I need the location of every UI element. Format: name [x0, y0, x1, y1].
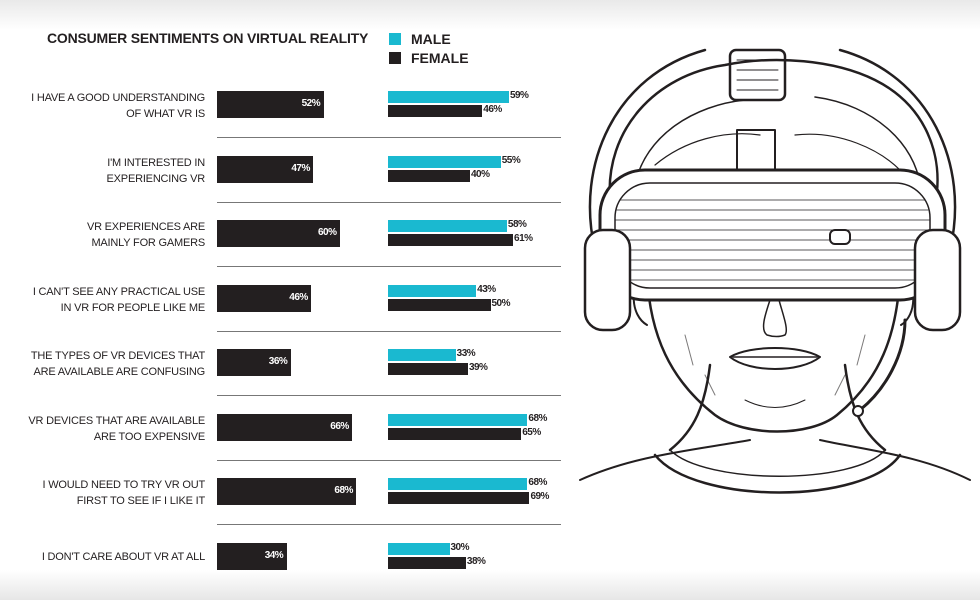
overall-bar	[217, 155, 314, 183]
overall-bar-label: 36%	[268, 356, 288, 367]
row-label: VR EXPERIENCES ARE MAINLY FOR GAMERS	[5, 219, 205, 251]
row-label-line: I HAVE A GOOD UNDERSTANDING	[31, 92, 205, 104]
overall-bar	[217, 478, 357, 505]
male-bar	[388, 413, 528, 426]
row-label-line: ARE TOO EXPENSIVE	[93, 430, 205, 443]
row-label-line: ARE AVAILABLE ARE CONFUSING	[33, 366, 206, 378]
row-label: I'M INTERESTED IN EXPERIENCING VR	[5, 155, 206, 187]
row-label-line: I WOULD NEED TO TRY VR OUT	[42, 479, 206, 491]
row-label: THE TYPES OF VR DEVICES THAT ARE AVAILABL…	[5, 348, 205, 380]
overall-bar	[217, 349, 291, 376]
row-divider	[217, 395, 561, 396]
male-bar	[388, 91, 509, 103]
row-divider	[217, 459, 561, 461]
overall-bar	[217, 220, 340, 247]
row-divider	[217, 137, 561, 138]
row-label: VR DEVICES THAT ARE AVAILABLE ARE TOO EXP…	[5, 413, 205, 445]
row-label-line: VR EXPERIENCES ARE	[86, 221, 205, 233]
row-label-line: I CAN'T SEE ANY PRACTICAL USE	[32, 285, 205, 298]
row-divider	[217, 201, 561, 203]
male-bar	[388, 349, 456, 361]
legend-swatch-male	[389, 33, 401, 45]
overall-bar-label: 52%	[301, 98, 321, 109]
female-bar	[388, 363, 468, 375]
row-divider	[217, 330, 561, 332]
male-bar	[388, 478, 528, 490]
overall-bar-label: 66%	[330, 420, 349, 432]
overall-bar-label: 68%	[334, 485, 353, 496]
legend-label-male: MALE	[411, 31, 451, 47]
row-label: I HAVE A GOOD UNDERSTANDING OF WHAT VR IS	[5, 90, 205, 122]
male-bar-label: 30%	[450, 541, 470, 553]
overall-bar-label: 46%	[289, 291, 308, 303]
male-bar-label: 68%	[528, 412, 547, 424]
female-bar	[388, 556, 466, 569]
row-label-line: OF WHAT VR IS	[126, 108, 205, 120]
overall-bar	[217, 284, 312, 312]
row-label-line: THE TYPES OF VR DEVICES THAT	[30, 350, 205, 362]
female-bar-label: 61%	[514, 233, 533, 244]
male-bar	[388, 542, 450, 555]
overall-bar	[217, 542, 287, 570]
female-bar-label: 69%	[530, 491, 549, 502]
male-bar-label: 59%	[509, 90, 529, 101]
female-bar-label: 40%	[471, 168, 490, 180]
legend-swatch-female	[389, 52, 401, 64]
overall-bar-label: 60%	[318, 227, 337, 238]
male-bar-label: 33%	[456, 348, 476, 359]
legend-item-female: FEMALE	[389, 50, 469, 66]
row-label-line: IN VR FOR PEOPLE LIKE ME	[60, 301, 206, 314]
male-bar-label: 55%	[501, 154, 521, 166]
vr-headset-person-illustration	[579, 48, 971, 494]
row-label-line: FIRST TO SEE IF I LIKE IT	[76, 495, 205, 507]
male-bar	[388, 220, 507, 232]
female-bar	[388, 234, 514, 246]
legend-item-male: MALE	[389, 31, 451, 47]
male-bar-label: 43%	[477, 283, 496, 295]
male-bar-label: 58%	[507, 219, 527, 230]
row-label: I WOULD NEED TO TRY VR OUT FIRST TO SEE I…	[5, 477, 206, 509]
chart-title: CONSUMER SENTIMENTS ON VIRTUAL REALITY	[47, 30, 369, 46]
male-bar-label: 68%	[528, 477, 547, 488]
female-bar	[388, 492, 530, 504]
row-label: I DON'T CARE ABOUT VR AT ALL	[5, 549, 205, 565]
female-bar-label: 50%	[491, 297, 511, 309]
female-bar	[388, 169, 470, 182]
row-divider	[217, 266, 561, 267]
female-bar-label: 39%	[468, 362, 488, 373]
female-bar-label: 65%	[522, 426, 541, 438]
male-bar	[388, 284, 477, 297]
female-bar	[388, 298, 491, 311]
overall-bar-label: 34%	[264, 549, 284, 561]
overall-bar	[217, 91, 324, 118]
male-bar	[388, 155, 501, 168]
row-divider	[217, 524, 561, 525]
overall-bar-label: 47%	[291, 162, 310, 174]
female-bar	[388, 427, 522, 440]
row-label: I CAN'T SEE ANY PRACTICAL USE IN VR FOR P…	[5, 284, 205, 316]
row-label-line: MAINLY FOR GAMERS	[91, 237, 205, 249]
female-bar-label: 46%	[483, 104, 502, 115]
female-bar	[388, 105, 483, 117]
female-bar-label: 38%	[466, 555, 486, 567]
row-label-line: EXPERIENCING VR	[106, 172, 206, 185]
row-label-line: I DON'T CARE ABOUT VR AT ALL	[41, 550, 205, 563]
row-label-line: I'M INTERESTED IN	[107, 156, 205, 169]
row-label-line: VR DEVICES THAT ARE AVAILABLE	[28, 414, 205, 427]
legend-label-female: FEMALE	[411, 50, 469, 66]
overall-bar	[217, 413, 353, 441]
